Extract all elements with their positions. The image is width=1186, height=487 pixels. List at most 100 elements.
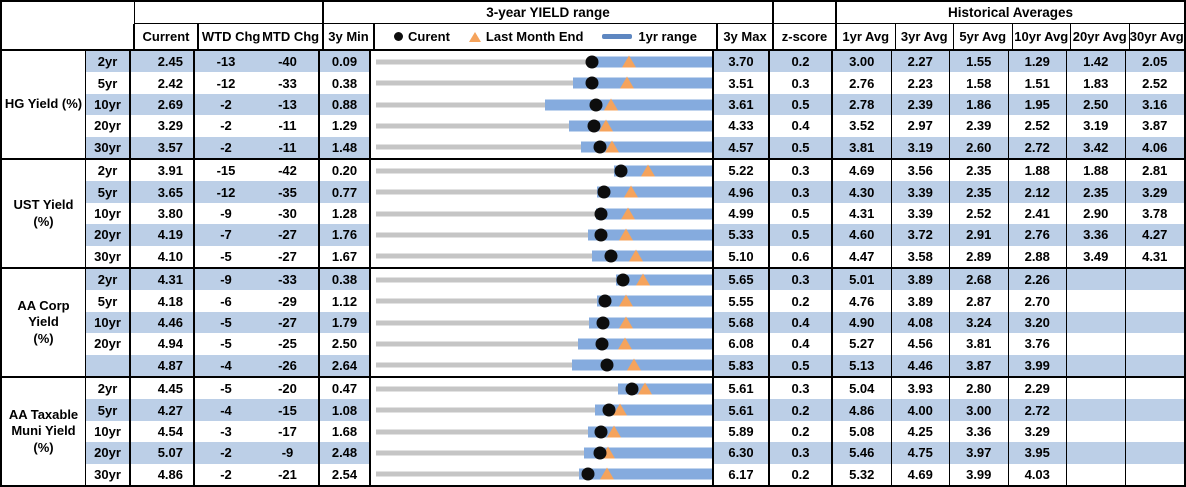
current-value-cell: 3.91 <box>131 160 195 182</box>
yield-range-chart <box>371 115 714 137</box>
mtd-chg-cell: -35 <box>257 181 320 203</box>
tenor-cell: 5yr <box>86 72 131 94</box>
table-row: 30yr 4.10 -5 -27 1.67 5.10 0.6 4.47 3.58 2.89 2.88… <box>86 245 1184 268</box>
3y-max-cell: 5.65 <box>714 269 770 291</box>
table-row: 5yr 4.18 -6 -29 1.12 5.55 0.2 4.76 3.89 2.87 2.70 <box>86 290 1184 312</box>
5yr-avg-cell: 3.97 <box>950 442 1009 464</box>
10yr-avg-cell: 3.29 <box>1008 420 1067 443</box>
1yr-avg-cell: 4.69 <box>833 160 892 182</box>
group-label: HG Yield (%) <box>2 51 86 158</box>
3y-range-line <box>376 123 710 129</box>
3y-min-cell: 1.67 <box>320 245 371 268</box>
5yr-avg-cell: 1.86 <box>950 93 1009 116</box>
3y-range-line <box>376 59 710 65</box>
10yr-avg-cell: 2.52 <box>1008 115 1067 137</box>
table-row: 2yr 4.45 -5 -20 0.47 5.61 0.3 5.04 3.93 2.80 2.29 <box>86 378 1184 400</box>
30yr-avg-cell <box>1125 269 1184 291</box>
10yr-avg-cell: 2.72 <box>1008 136 1067 159</box>
current-value-cell: 4.18 <box>131 290 195 312</box>
3y-min-cell: 1.08 <box>320 399 371 421</box>
yield-range-chart <box>371 463 714 486</box>
current-value-cell: 4.87 <box>131 354 195 377</box>
3yr-avg-cell: 4.08 <box>891 311 950 334</box>
5yr-avg-cell: 2.35 <box>950 160 1009 182</box>
10yr-avg-cell: 1.29 <box>1008 51 1067 73</box>
1yr-range-bar <box>588 426 712 438</box>
wtd-chg-cell: -2 <box>195 136 257 159</box>
20yr-avg-cell: 3.19 <box>1067 115 1126 137</box>
current-value-cell: 4.94 <box>131 333 195 355</box>
current-marker <box>625 382 639 396</box>
1yr-avg-cell: 5.08 <box>833 420 892 443</box>
3yr-avg-cell: 3.19 <box>891 136 950 159</box>
1yr-range-bar <box>618 383 712 395</box>
1yr-avg-cell: 5.27 <box>833 333 892 355</box>
current-marker <box>600 358 614 372</box>
table-row: 20yr 5.07 -2 -9 2.48 6.30 0.3 5.46 4.75 3.97 3.95 <box>86 442 1184 464</box>
wtd-chg-cell: -2 <box>195 442 257 464</box>
1yr-avg-cell: 4.60 <box>833 224 892 246</box>
10yr-avg-cell: 1.51 <box>1008 72 1067 94</box>
z-score-cell: 0.4 <box>770 333 833 355</box>
last-month-end-marker <box>636 273 651 286</box>
last-month-end-marker <box>599 467 614 480</box>
last-month-triangle-icon <box>468 31 481 42</box>
table-row: 4.87 -4 -26 2.64 5.83 0.5 5.13 4.46 3.87 3.99 <box>86 354 1184 377</box>
wtd-chg-cell: -2 <box>195 93 257 116</box>
wtd-chg-cell: -5 <box>195 245 257 268</box>
yield-range-chart <box>371 93 714 116</box>
section: UST Yield (%) 2yr 3.91 -15 -42 0.20 5.22 0.3 4.6… <box>2 160 1184 269</box>
3yr-avg-cell: 3.89 <box>891 269 950 291</box>
wtd-chg-cell: -12 <box>195 72 257 94</box>
30yr-avg-cell: 3.87 <box>1125 115 1184 137</box>
3yr-avg-cell: 3.39 <box>891 202 950 225</box>
20yr-avg-cell <box>1067 420 1126 443</box>
section-rows: 2yr 4.45 -5 -20 0.47 5.61 0.3 5.04 3.93 2.80 2.29 5… <box>86 378 1184 486</box>
current-marker <box>594 228 608 242</box>
30yr-avg-cell <box>1125 442 1184 464</box>
current-value-cell: 3.57 <box>131 136 195 159</box>
3y-range-line <box>376 407 710 413</box>
5yr-avg-cell: 2.68 <box>950 269 1009 291</box>
3y-max-cell: 4.96 <box>714 181 770 203</box>
1yr-avg-cell: 4.31 <box>833 202 892 225</box>
section: HG Yield (%) 2yr 2.45 -13 -40 0.09 3.70 0.2 3.00… <box>2 51 1184 160</box>
mtd-chg-cell: -21 <box>257 463 320 486</box>
yield-range-chart <box>371 202 714 225</box>
z-score-cell: 0.5 <box>770 93 833 116</box>
30yr-avg-cell: 3.16 <box>1125 93 1184 116</box>
10yr-avg-cell: 3.76 <box>1008 333 1067 355</box>
20yr-avg-cell: 2.50 <box>1067 93 1126 116</box>
current-value-cell: 3.80 <box>131 202 195 225</box>
1yr-avg-cell: 3.52 <box>833 115 892 137</box>
30yr-avg-cell <box>1125 333 1184 355</box>
1yr-avg-cell: 4.86 <box>833 399 892 421</box>
mtd-chg-cell: -11 <box>257 115 320 137</box>
1yr-range-bar <box>580 141 712 153</box>
last-month-end-marker <box>612 403 627 416</box>
3y-max-cell: 5.55 <box>714 290 770 312</box>
yield-range-chart <box>371 269 714 291</box>
3y-range-line <box>376 298 710 304</box>
wtd-chg-cell: -4 <box>195 354 257 377</box>
mtd-chg-cell: -30 <box>257 202 320 225</box>
header-3yr-avg: 3yr Avg <box>896 24 954 49</box>
last-month-end-marker <box>617 337 632 350</box>
z-score-cell: 0.2 <box>770 51 833 73</box>
tenor-cell: 20yr <box>86 442 131 464</box>
header-empty-cell <box>2 24 135 49</box>
z-score-cell: 0.5 <box>770 224 833 246</box>
z-score-cell: 0.2 <box>770 399 833 421</box>
5yr-avg-cell: 2.35 <box>950 181 1009 203</box>
current-value-cell: 4.46 <box>131 311 195 334</box>
30yr-avg-cell <box>1125 463 1184 486</box>
current-marker <box>594 425 608 439</box>
mtd-chg-cell: -9 <box>257 442 320 464</box>
section-rows: 2yr 3.91 -15 -42 0.20 5.22 0.3 4.69 3.56 2.35 1.88… <box>86 160 1184 268</box>
mtd-chg-cell: -13 <box>257 93 320 116</box>
wtd-chg-cell: -9 <box>195 269 257 291</box>
z-score-cell: 0.5 <box>770 136 833 159</box>
last-month-end-marker <box>621 55 636 68</box>
3yr-avg-cell: 2.97 <box>891 115 950 137</box>
tenor-cell: 5yr <box>86 290 131 312</box>
